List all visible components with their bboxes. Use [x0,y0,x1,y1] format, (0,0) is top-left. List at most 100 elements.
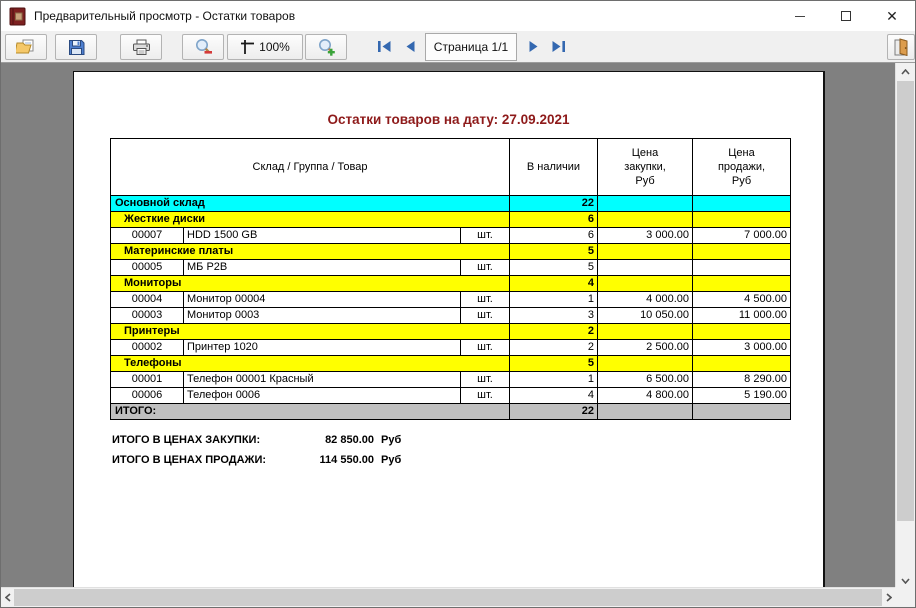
cell-price2 [692,195,791,212]
table-row-item: 00006 Телефон 0006 шт. 4 4 800.00 5 190.00 [110,387,791,404]
save-button[interactable] [55,34,97,60]
cell-qty: 4 [509,387,598,404]
exit-door-icon [894,38,908,56]
cell-lbl: Жесткие диски [110,211,510,228]
cell-qty: 5 [509,355,598,372]
cell-price: 6 500.00 [597,371,693,388]
prev-page-button[interactable] [399,37,421,56]
cell-name: HDD 1500 GB [183,227,461,244]
close-button[interactable]: ✕ [869,1,915,31]
cell-lbl: Основной склад [110,195,510,212]
scroll-right-button[interactable] [882,588,895,607]
chevron-right-icon [885,593,892,602]
cell-price2: 7 000.00 [692,227,791,244]
cell-unit: шт. [460,291,510,308]
cell-price: 3 000.00 [597,227,693,244]
cell-code: 00005 [110,259,184,276]
cell-name: Телефон 0006 [183,387,461,404]
zoom-out-icon [195,38,212,54]
vertical-scrollbar[interactable] [895,63,915,589]
minimize-button[interactable] [777,1,823,31]
chevron-up-icon [901,68,910,75]
last-page-button[interactable] [547,37,569,56]
cell-name: МБ Р2В [183,259,461,276]
cell-unit: шт. [460,307,510,324]
cell-price2 [692,403,791,420]
page-indicator: Страница 1/1 [425,33,517,61]
cell-qty: 2 [509,323,598,340]
scroll-left-button[interactable] [1,588,14,607]
cell-price2 [692,355,791,372]
table-row-group: Телефоны 5 [110,355,791,372]
summary-sale-total: ИТОГО В ЦЕНАХ ПРОДАЖИ: 114 550.00 Руб [112,450,401,470]
cell-lbl: Принтеры [110,323,510,340]
table-row-item: 00007 HDD 1500 GB шт. 6 3 000.00 7 000.00 [110,227,791,244]
header-qty: В наличии [509,138,598,196]
cell-qty: 5 [509,259,598,276]
cell-qty: 1 [509,291,598,308]
zoom-in-button[interactable] [305,34,347,60]
header-item: Склад / Группа / Товар [110,138,510,196]
report-title: Остатки товаров на дату: 27.09.2021 [327,112,570,127]
cell-name: Монитор 0003 [183,307,461,324]
next-page-button[interactable] [523,37,545,56]
open-button[interactable] [5,34,47,60]
cell-price2 [692,323,791,340]
cell-unit: шт. [460,259,510,276]
cell-code: 00006 [110,387,184,404]
header-sale-price: Цена продажи, Руб [692,138,791,196]
cell-qty: 2 [509,339,598,356]
summary-currency: Руб [381,454,402,466]
scale-button[interactable]: 100% [227,34,303,60]
zoom-in-icon [318,38,335,56]
cell-price2 [692,275,791,292]
summary-purchase-total: ИТОГО В ЦЕНАХ ЗАКУПКИ: 82 850.00 Руб [112,430,401,450]
table-row-item: 00004 Монитор 00004 шт. 1 4 000.00 4 500.00 [110,291,791,308]
cell-price [597,323,693,340]
cell-qty: 3 [509,307,598,324]
cell-price2: 8 290.00 [692,371,791,388]
cell-name: Монитор 00004 [183,291,461,308]
preview-area: Остатки товаров на дату: 27.09.2021 Скла… [1,63,897,589]
first-page-icon [377,41,390,52]
chevron-down-icon [901,577,910,584]
cell-unit: шт. [460,387,510,404]
cell-price [597,355,693,372]
cell-price: 4 800.00 [597,387,693,404]
cell-code: 00007 [110,227,184,244]
vertical-scrollbar-thumb[interactable] [897,81,914,521]
cell-qty: 4 [509,275,598,292]
summary-label: ИТОГО В ЦЕНАХ ЗАКУПКИ: [112,434,261,446]
print-button[interactable] [120,34,162,60]
scroll-down-button[interactable] [896,572,915,589]
report-table: Склад / Группа / Товар В наличии Цена за… [110,138,791,420]
cell-qty: 22 [509,403,598,420]
horizontal-scrollbar[interactable] [1,587,897,607]
scale-icon [241,40,255,54]
table-header-row: Склад / Группа / Товар В наличии Цена за… [110,138,791,196]
cell-name: Принтер 1020 [183,339,461,356]
scrollbar-corner [895,587,915,607]
maximize-button[interactable] [823,1,869,31]
maximize-icon [841,11,851,21]
prev-page-icon [406,41,415,52]
cell-qty: 6 [509,227,598,244]
cell-code: 00003 [110,307,184,324]
exit-button[interactable] [887,34,915,60]
cell-price [597,243,693,260]
next-page-icon [529,41,538,52]
table-row-item: 00002 Принтер 1020 шт. 2 2 500.00 3 000.00 [110,339,791,356]
cell-name: Телефон 00001 Красный [183,371,461,388]
scroll-up-button[interactable] [896,63,915,80]
zoom-out-button[interactable] [182,34,224,60]
horizontal-scrollbar-thumb[interactable] [14,589,882,606]
cell-code: 00004 [110,291,184,308]
chevron-left-icon [4,593,11,602]
first-page-button[interactable] [373,37,395,56]
cell-price2 [692,259,791,276]
summary-currency: Руб [381,434,402,446]
cell-unit: шт. [460,371,510,388]
table-row-group: Жесткие диски 6 [110,211,791,228]
title-bar: Предварительный просмотр - Остатки товар… [1,1,915,31]
